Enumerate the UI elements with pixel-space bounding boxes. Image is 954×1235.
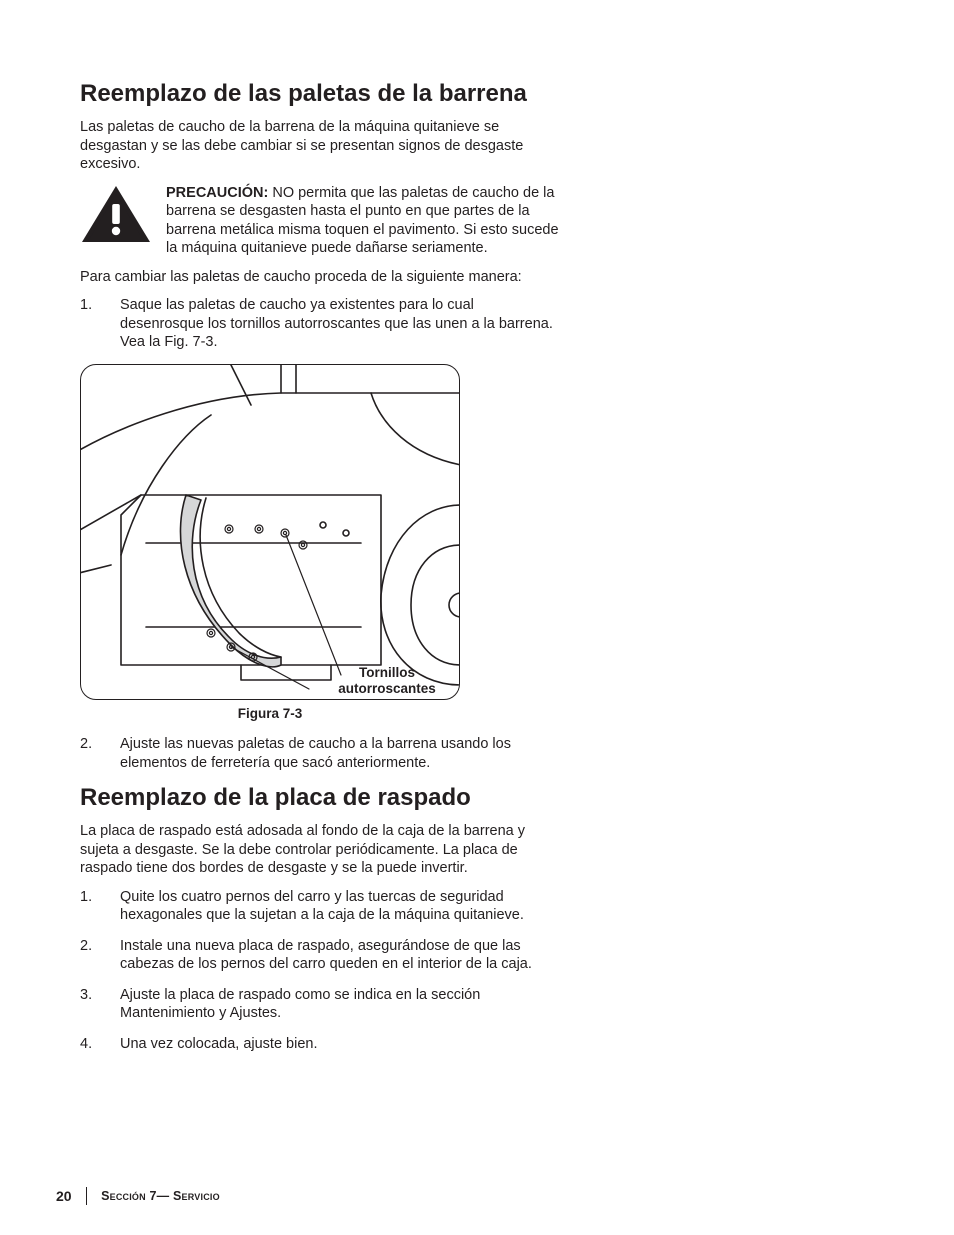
step-b4: Una vez colocada, ajuste bien.	[80, 1035, 560, 1054]
figure-7-3: Tornillos autorroscantes Figura 7-3	[80, 364, 460, 721]
figure-frame: Tornillos autorroscantes	[80, 364, 460, 700]
intro-paragraph-3: La placa de raspado está adosada al fond…	[80, 822, 560, 878]
figure-callout-line1: Tornillos	[359, 665, 415, 680]
left-column: Reemplazo de las paletas de la barrena L…	[80, 80, 560, 1054]
intro-paragraph-2: Para cambiar las paletas de caucho proce…	[80, 268, 560, 287]
caution-label: PRECAUCIÓN:	[166, 185, 268, 201]
steps-list-a2: Ajuste las nuevas paletas de caucho a la…	[80, 735, 560, 772]
figure-illustration	[81, 365, 460, 700]
step-b1: Quite los cuatro pernos del carro y las …	[80, 888, 560, 925]
warning-triangle-icon	[80, 184, 152, 246]
heading-auger-paddles: Reemplazo de las paletas de la barrena	[80, 80, 560, 108]
step-b3: Ajuste la placa de raspado como se indic…	[80, 986, 560, 1023]
caution-block: PRECAUCIÓN: NO permita que las paletas d…	[80, 184, 560, 258]
page-number: 20	[56, 1188, 72, 1204]
figure-callout-line2: autorroscantes	[338, 681, 436, 696]
step-a2: Ajuste las nuevas paletas de caucho a la…	[80, 735, 560, 772]
figure-callout-label: Tornillos autorroscantes	[317, 665, 457, 696]
step-b2: Instale una nueva placa de raspado, aseg…	[80, 937, 560, 974]
heading-shave-plate: Reemplazo de la placa de raspado	[80, 784, 560, 812]
steps-list-a1: Saque las paletas de caucho ya existente…	[80, 296, 560, 352]
footer-rule	[86, 1187, 88, 1205]
figure-caption: Figura 7-3	[80, 706, 460, 721]
page: Reemplazo de las paletas de la barrena L…	[0, 0, 954, 1235]
caution-text: PRECAUCIÓN: NO permita que las paletas d…	[166, 184, 560, 258]
step-a1: Saque las paletas de caucho ya existente…	[80, 296, 560, 352]
steps-list-b: Quite los cuatro pernos del carro y las …	[80, 888, 560, 1054]
page-footer: 20 Sección 7— Servicio	[56, 1187, 220, 1205]
intro-paragraph-1: Las paletas de caucho de la barrena de l…	[80, 118, 560, 174]
footer-section: Sección 7— Servicio	[101, 1189, 220, 1203]
